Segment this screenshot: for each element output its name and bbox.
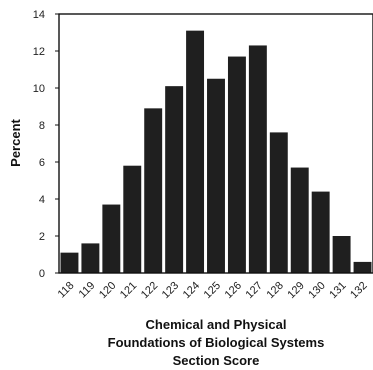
bar-120 (102, 204, 121, 273)
bar-127 (248, 45, 267, 274)
x-tick-label: 132 (348, 280, 369, 301)
bar-122 (144, 108, 163, 273)
bar-129 (290, 167, 309, 273)
x-tick-label: 122 (139, 280, 160, 301)
y-tick-label: 14 (33, 9, 45, 21)
x-tick-label: 124 (181, 280, 202, 301)
y-axis-title: Percent (8, 118, 23, 166)
y-tick-label: 4 (39, 194, 45, 206)
bar-130 (311, 191, 330, 273)
x-tick-label: 129 (285, 280, 306, 301)
x-tick-label: 127 (244, 280, 265, 301)
bar-126 (227, 56, 246, 273)
x-tick-label: 131 (327, 280, 348, 301)
bar-128 (269, 132, 288, 273)
x-tick-label: 125 (202, 280, 223, 301)
y-tick-label: 6 (39, 157, 45, 169)
x-axis-title-line-3: Section Score (173, 353, 260, 368)
y-tick-label: 2 (39, 231, 45, 243)
bar-123 (165, 86, 184, 274)
x-tick-label: 119 (77, 280, 98, 301)
bar-118 (60, 252, 79, 273)
bar-119 (81, 243, 100, 273)
bar-131 (332, 236, 351, 273)
y-tick-label: 0 (39, 268, 45, 280)
x-axis-title-line-2: Foundations of Biological Systems (108, 335, 325, 350)
bar-132 (353, 261, 372, 273)
x-axis-ticks: 118 119 120 121 122 123 124 125 126 127 128 129 130 1… (56, 280, 370, 301)
x-tick-label: 120 (97, 280, 118, 301)
x-axis-title-line-1: Chemical and Physical (146, 317, 287, 332)
y-tick-label: 12 (33, 46, 45, 58)
bar-124 (186, 30, 205, 274)
bar-125 (207, 78, 225, 273)
x-tick-label: 128 (264, 280, 285, 301)
x-tick-label: 123 (160, 280, 181, 301)
x-tick-label: 126 (223, 280, 244, 301)
x-tick-label: 130 (306, 280, 327, 301)
bars-group (60, 30, 372, 274)
y-tick-label: 8 (39, 120, 45, 132)
x-tick-label: 118 (56, 280, 77, 301)
plot-frame (58, 13, 373, 274)
y-axis-ticks: 0 2 4 6 8 10 12 14 (33, 9, 59, 280)
bar-121 (123, 165, 142, 273)
y-tick-label: 10 (33, 83, 45, 95)
x-tick-label: 121 (118, 280, 139, 301)
